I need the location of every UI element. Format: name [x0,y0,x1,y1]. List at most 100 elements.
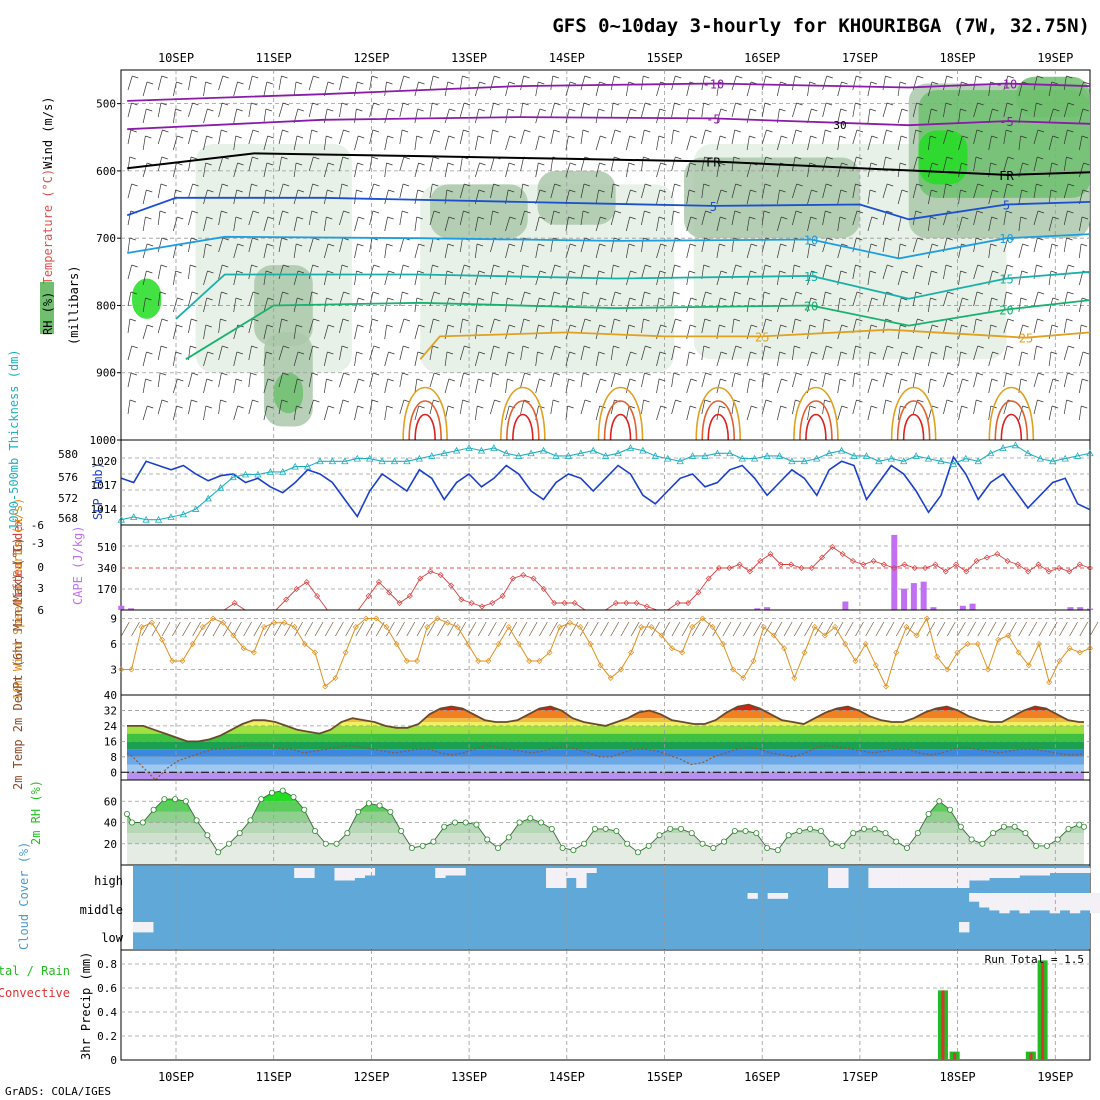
wind-speed-point [118,666,125,673]
wind-barb-flag [750,270,757,274]
wind-barb-flag [1068,345,1075,349]
li-point [448,582,455,589]
top-date-labels: 10SEP 11SEP 12SEP 13SEP 14SEP 15SEP 16SEP 17SEP… [158,51,1073,65]
wind-barb-flag [205,162,212,166]
wind-barb [776,378,782,394]
wind-barb-flag [705,210,712,214]
wind-barb [943,345,947,361]
wind-barb [308,129,312,145]
wind-barb-flag [552,318,560,322]
wind-barb-flag [569,189,576,193]
wind-barb [293,324,297,340]
top-date-label: 14SEP [549,51,585,65]
wind-speed-point [138,624,145,630]
wind-barb-flag [372,372,380,376]
wind-barb-flag [1006,291,1013,295]
wind-barb [429,399,434,415]
wind-barb [595,297,601,313]
wind-barb-flag [765,156,772,160]
wind-barb-flag [630,351,637,355]
wind-barb-flag [900,243,907,247]
wind-barb-flag [508,189,515,193]
wind-barb-flag [841,162,848,166]
cloud-gap-cell [888,868,899,888]
rh-point [871,825,878,832]
wind-barb-flag [660,243,667,247]
rh-point [774,847,781,854]
wind-barb [263,351,267,367]
wind-barb-flag [841,243,848,247]
wind-barb-flag [764,102,771,106]
wind-barb [580,129,584,145]
wind-barb-flag [1052,297,1059,301]
wind-barb-10m [365,621,375,637]
rh-point [182,798,189,805]
wind-barb-flag [129,399,137,403]
wind-barb [897,378,902,394]
wind-barb [792,318,796,334]
thickness-point [179,510,188,518]
wind-barb-flag [584,345,591,349]
wind-barb-flag [267,216,274,220]
wind-barb [520,129,525,145]
rh-point [990,830,997,837]
wind-barb-10m [171,621,181,637]
wind-barb-flag [901,297,908,301]
wind-speed-point [271,619,278,626]
wind-barb-flag [734,129,741,133]
wind-barb-flag [809,162,816,166]
wind-speed-point [414,658,420,664]
warm-layer-contour [805,413,827,441]
temperature-contour [127,233,1091,260]
wind-speed-point [556,624,563,630]
thickness-point [577,449,585,457]
wind-barb [339,102,343,118]
wind-barb-flag [688,189,696,193]
wind-speed-point [862,641,869,647]
wind-barb [127,291,132,307]
li-point [643,603,650,610]
wind-barb [203,270,208,286]
wind-barb [792,399,796,415]
wind-barb [142,189,147,205]
wind-barb-flag [931,270,938,274]
wind-barb-flag [660,405,667,409]
wind-barb [505,243,510,259]
wind-barb-flag [1051,81,1058,85]
wind-barb [822,210,826,226]
wind-barb-flag [795,129,803,133]
wind-barb [263,216,269,232]
wind-barb-flag [1007,264,1014,268]
top-date-label: 15SEP [646,51,682,65]
wind-barb-10m [1089,621,1099,637]
wind-barb-flag [509,216,516,220]
wind-barb-flag [145,297,152,301]
wind-barb [625,297,631,313]
wind-barb-flag [145,216,152,220]
wind-barb-flag [614,318,621,322]
wind-barb-flag [780,324,787,328]
wind-barb [565,378,569,394]
wind-barb [142,108,147,124]
wind-barb [203,405,207,421]
wind-barb-flag [613,183,620,187]
wind-barb [248,75,253,91]
wind-barb-flag [915,291,922,295]
wind-barb-flag [131,183,138,187]
wind-barb-flag [855,345,862,349]
wind-barb [172,189,176,205]
wind-barb [142,270,147,286]
wind-barb-flag [433,210,441,214]
wind-barb-10m [457,621,467,637]
warm-layer-contour [890,386,937,441]
thickness-point [912,452,920,459]
wind-barb-flag [417,108,424,112]
rh-point [882,830,889,837]
wind-barb-flag [674,102,681,106]
thickness-point [589,446,597,454]
wind-barb [716,243,720,259]
wind-barb-flag [915,372,922,376]
wind-barb [897,243,901,259]
wind-ticks: 369 [110,613,117,677]
